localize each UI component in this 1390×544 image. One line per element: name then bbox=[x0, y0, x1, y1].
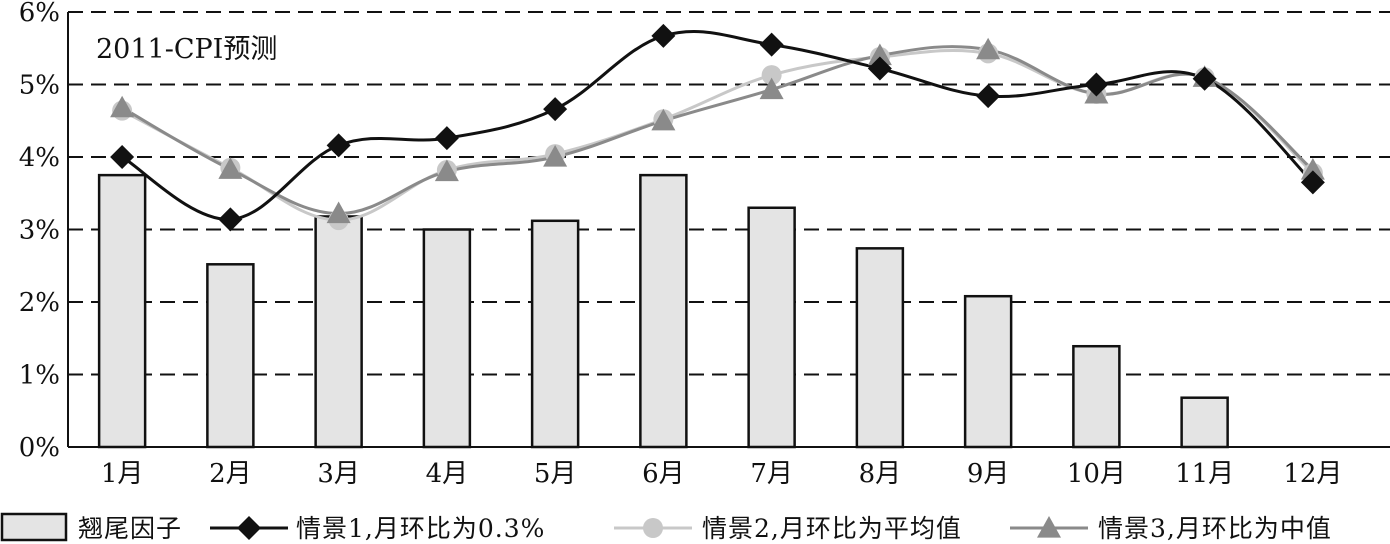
axes bbox=[67, 12, 1390, 448]
series-1-marker-5 bbox=[543, 97, 568, 122]
legend-swatch-marker-2 bbox=[643, 518, 663, 538]
series-1-marker-8 bbox=[867, 56, 892, 81]
bar-3 bbox=[314, 215, 363, 449]
x-tick-label-12: 12月 bbox=[1283, 459, 1342, 489]
x-tick-label-5: 5月 bbox=[534, 459, 577, 489]
legend-label-3: 情景3,月环比为中值 bbox=[1098, 514, 1332, 543]
bar-4 bbox=[422, 228, 472, 449]
x-tick-label-4: 4月 bbox=[426, 459, 469, 489]
legend-swatch-bar bbox=[0, 512, 68, 542]
series-3-marker-12 bbox=[1300, 158, 1325, 180]
bar-2 bbox=[206, 263, 255, 449]
x-tick-label-10: 10月 bbox=[1067, 459, 1126, 489]
bar-series-group bbox=[97, 173, 1229, 449]
series-3-marker-6 bbox=[651, 108, 676, 131]
legend-swatch-marker-1 bbox=[237, 516, 261, 540]
series-3-marker-2 bbox=[218, 157, 243, 179]
x-tick-label-1: 1月 bbox=[101, 459, 144, 489]
tick-labels: 0% 1% 2% 3% 4% 5% 6% 1月 2月 3月 4月 5月 6月 7月 8月 9月 10月 11月 12… bbox=[19, 0, 1343, 489]
x-tick-label-3: 3月 bbox=[317, 459, 360, 489]
y-tick-label-1: 1% bbox=[19, 361, 60, 391]
x-tick-label-9: 9月 bbox=[967, 459, 1010, 489]
bar-6 bbox=[639, 173, 688, 449]
legend-label-2: 情景2,月环比为平均值 bbox=[702, 514, 962, 543]
series-3-marker-8 bbox=[867, 43, 892, 66]
y-tick-label-5: 5% bbox=[19, 71, 60, 101]
bar-10 bbox=[1072, 344, 1121, 449]
series-1-marker-2 bbox=[218, 207, 243, 232]
series-1-marker-4 bbox=[434, 126, 459, 151]
series-1-line bbox=[121, 30, 1314, 221]
y-tick-label-0: 0% bbox=[19, 433, 60, 463]
chart-title: 2011-CPI预测 bbox=[96, 34, 277, 65]
series-1-marker-1 bbox=[110, 145, 135, 169]
series-1-marker-3 bbox=[326, 133, 351, 158]
legend: 翘尾因子 情景1,月环比为0.3% 情景2,月环比为平均值 情景3,月环比为中值 bbox=[0, 512, 1332, 543]
series-1-marker-7 bbox=[759, 32, 784, 57]
series-3-marker-3 bbox=[326, 201, 351, 224]
series-3-line bbox=[121, 45, 1314, 216]
bar-1 bbox=[97, 173, 147, 449]
series-3-marker-4 bbox=[434, 159, 459, 182]
y-tick-label-2: 2% bbox=[19, 288, 60, 318]
series-2-marker-7 bbox=[761, 65, 782, 86]
x-tick-label-6: 6月 bbox=[642, 459, 685, 489]
y-tick-label-3: 3% bbox=[19, 216, 60, 246]
series-1-marker-11 bbox=[1192, 66, 1217, 91]
x-tick-label-2: 2月 bbox=[209, 459, 252, 489]
legend-swatch-marker-3 bbox=[1037, 516, 1061, 538]
y-tick-label-4: 4% bbox=[19, 143, 60, 173]
marker-group bbox=[110, 23, 1325, 232]
legend-label-1: 情景1,月环比为0.3% bbox=[296, 514, 545, 543]
bar-11 bbox=[1180, 396, 1229, 449]
line-series-group bbox=[121, 30, 1314, 222]
series-3-marker-1 bbox=[110, 95, 135, 118]
series-1-marker-12 bbox=[1300, 170, 1325, 195]
legend-label-0: 翘尾因子 bbox=[78, 514, 182, 543]
grid-lines bbox=[68, 11, 1390, 376]
series-3-marker-7 bbox=[759, 77, 784, 100]
series-1-marker-9 bbox=[976, 84, 1001, 109]
series-1-marker-10 bbox=[1084, 72, 1109, 97]
x-tick-label-8: 8月 bbox=[859, 459, 902, 489]
y-tick-label-6: 6% bbox=[19, 0, 60, 28]
bar-9 bbox=[963, 294, 1013, 449]
bar-8 bbox=[855, 247, 905, 449]
bar-7 bbox=[747, 206, 796, 449]
series-3-marker-5 bbox=[543, 145, 568, 167]
series-3-marker-9 bbox=[976, 37, 1001, 60]
x-tick-label-7: 7月 bbox=[750, 459, 793, 489]
series-1-marker-6 bbox=[651, 23, 676, 48]
bar-5 bbox=[530, 219, 580, 449]
x-tick-label-11: 11月 bbox=[1175, 459, 1234, 489]
